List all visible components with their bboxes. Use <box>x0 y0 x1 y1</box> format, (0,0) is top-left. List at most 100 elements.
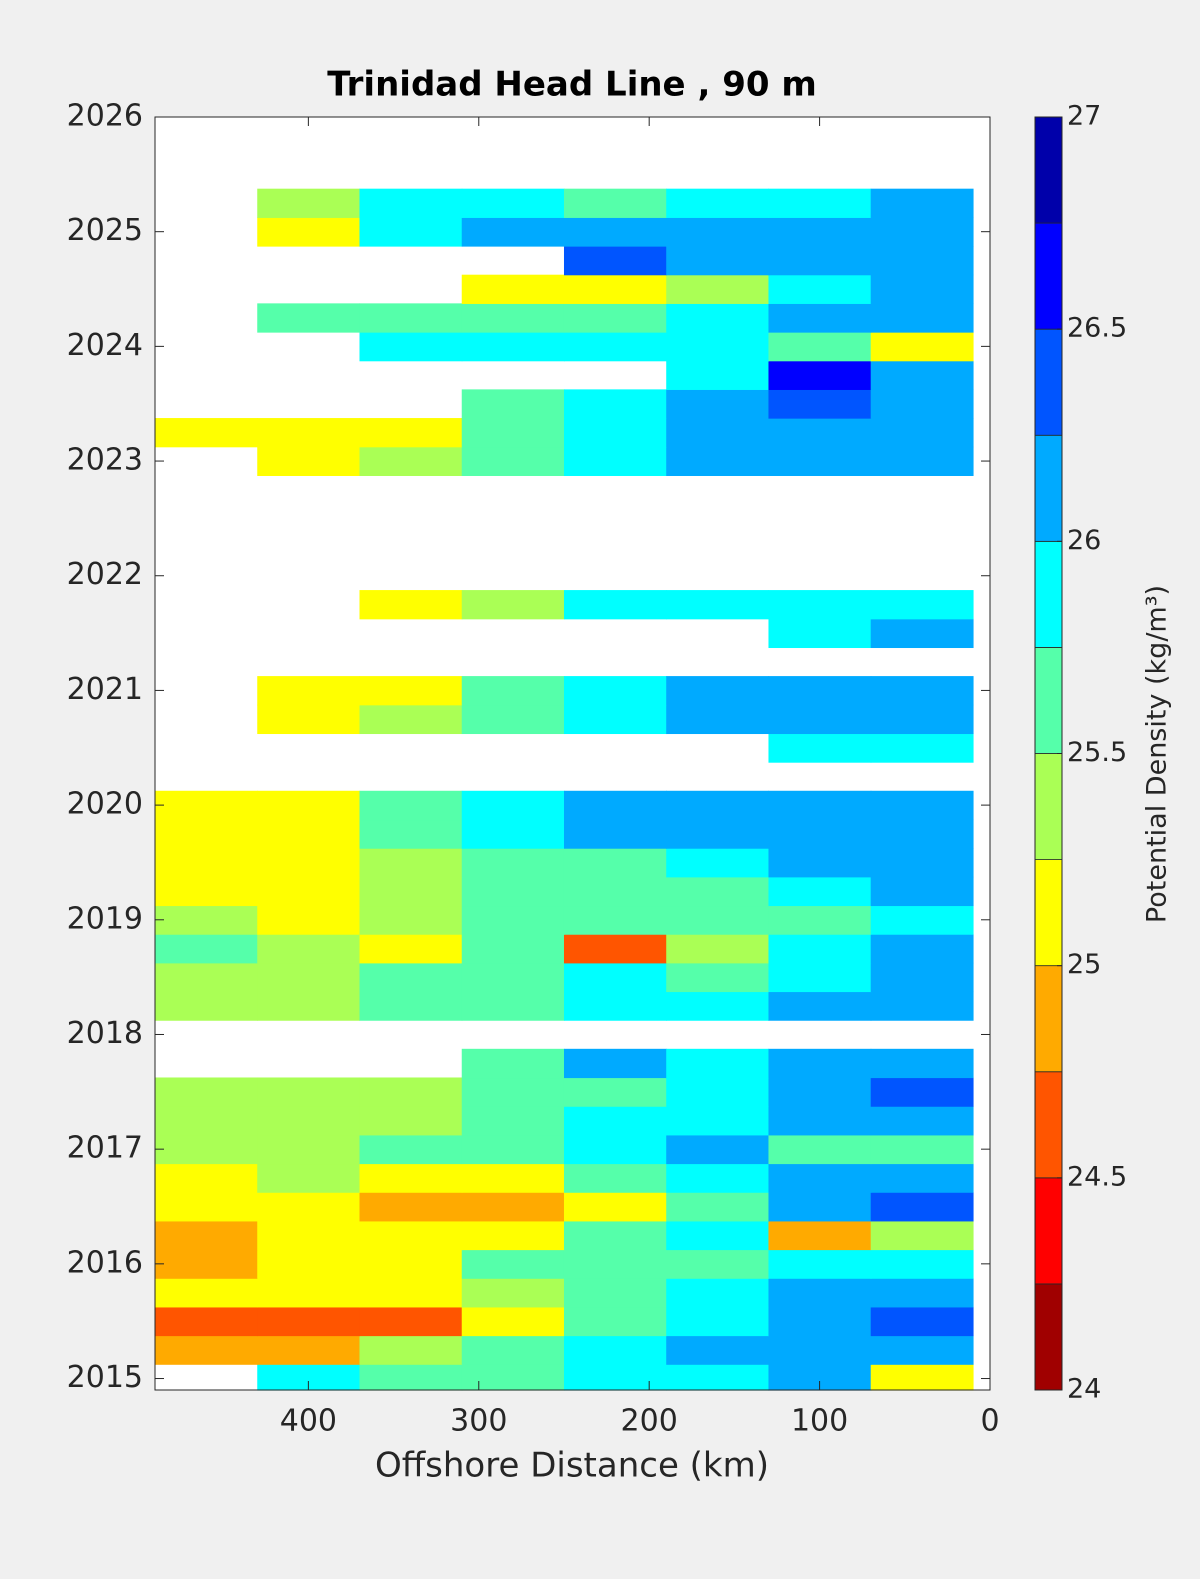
contour-cell <box>155 1077 258 1107</box>
contour-cell <box>870 1335 974 1365</box>
contour-cell <box>359 934 463 964</box>
contour-cell <box>768 1249 872 1279</box>
contour-cell <box>870 1306 974 1337</box>
contour-cell <box>155 876 258 907</box>
contour-cell <box>666 389 770 419</box>
contour-cell <box>155 1249 258 1279</box>
contour-cell <box>257 1306 361 1337</box>
colorbar-swatch <box>1034 116 1063 224</box>
contour-cell <box>768 618 872 649</box>
contour-cell <box>563 1278 667 1308</box>
colorbar-tick-label: 25 <box>1067 949 1101 980</box>
contour-cell <box>461 704 565 735</box>
contour-cell <box>461 1306 565 1337</box>
contour-cell <box>563 848 667 878</box>
contour-cell <box>666 1364 770 1391</box>
contour-cell <box>563 1077 667 1107</box>
contour-cell <box>870 905 974 935</box>
contour-cell <box>563 418 667 448</box>
contour-cell <box>870 188 974 218</box>
contour-cell <box>257 1106 361 1136</box>
contour-cell <box>768 188 872 218</box>
contour-cell <box>768 905 872 935</box>
colorbar-swatch <box>1034 859 1063 967</box>
contour-cell <box>155 848 258 878</box>
contour-cell <box>461 876 565 907</box>
contour-cell <box>359 1278 463 1308</box>
contour-cell <box>359 188 463 218</box>
contour-cell <box>461 446 565 476</box>
contour-cell <box>666 246 770 276</box>
contour-cell <box>870 962 974 993</box>
contour-cell <box>768 1163 872 1193</box>
contour-cell <box>461 991 565 1021</box>
x-tick-label: 400 <box>280 1404 337 1439</box>
contour-cell <box>563 303 667 333</box>
contour-cell <box>155 819 258 849</box>
contour-cell <box>155 905 258 935</box>
colorbar-swatch <box>1034 328 1063 436</box>
contour-cell <box>257 1249 361 1279</box>
contour-cell <box>461 819 565 849</box>
colorbar-label: Potential Density (kg/m³) <box>1142 585 1173 923</box>
contour-cell <box>666 1335 770 1365</box>
colorbar-tick-label: 24.5 <box>1067 1161 1127 1192</box>
contour-cell <box>563 991 667 1021</box>
contour-cell <box>359 1335 463 1365</box>
contour-cell <box>257 1134 361 1165</box>
contour-cell <box>870 876 974 907</box>
contour-cell <box>359 590 463 620</box>
contour-cell <box>359 446 463 476</box>
contour-cell <box>155 991 258 1021</box>
contour-cell <box>155 962 258 993</box>
contour-cell <box>563 246 667 276</box>
contour-cell <box>461 1335 565 1365</box>
contour-cell <box>666 1249 770 1279</box>
contour-cell <box>666 590 770 620</box>
contour-cell <box>870 217 974 247</box>
contour-cell <box>359 905 463 935</box>
colorbar-tick-label: 27 <box>1067 101 1101 132</box>
contour-cell <box>870 418 974 448</box>
contour-cell <box>155 1163 258 1193</box>
contour-cell <box>666 303 770 333</box>
contour-cell <box>155 1106 258 1136</box>
contour-cell <box>666 962 770 993</box>
contour-cell <box>257 848 361 878</box>
contour-cell <box>257 991 361 1021</box>
contour-cell <box>359 704 463 735</box>
contour-cell <box>563 819 667 849</box>
contour-cell <box>768 991 872 1021</box>
contour-cell <box>870 1364 974 1391</box>
contour-cell <box>155 1278 258 1308</box>
contour-cell <box>666 1278 770 1308</box>
contour-cell <box>768 389 872 419</box>
axes-frame <box>154 116 991 1391</box>
contour-cell <box>666 876 770 907</box>
contour-cell <box>666 676 770 706</box>
contour-cell <box>257 418 361 448</box>
contour-cell <box>359 1163 463 1193</box>
contour-cell <box>257 446 361 476</box>
contour-cell <box>257 819 361 849</box>
contour-cell <box>870 1220 974 1251</box>
contour-cell <box>666 217 770 247</box>
contour-cell <box>870 848 974 878</box>
contour-cell <box>359 790 463 821</box>
contour-cell <box>461 1249 565 1279</box>
y-tick-label: 2016 <box>67 1245 143 1280</box>
contour-cell <box>461 1134 565 1165</box>
contour-cell <box>768 1335 872 1365</box>
contour-cell <box>666 848 770 878</box>
contour-cell <box>359 1306 463 1337</box>
contour-cell <box>257 905 361 935</box>
contour-cell <box>155 1134 258 1165</box>
y-tick-label: 2024 <box>67 328 143 363</box>
colorbar-swatch <box>1034 1071 1063 1179</box>
contour-cell <box>768 676 872 706</box>
contour-cell <box>768 332 872 362</box>
colorbar-swatch <box>1034 753 1063 860</box>
colorbar-swatch <box>1034 540 1063 648</box>
contour-cell <box>359 1106 463 1136</box>
